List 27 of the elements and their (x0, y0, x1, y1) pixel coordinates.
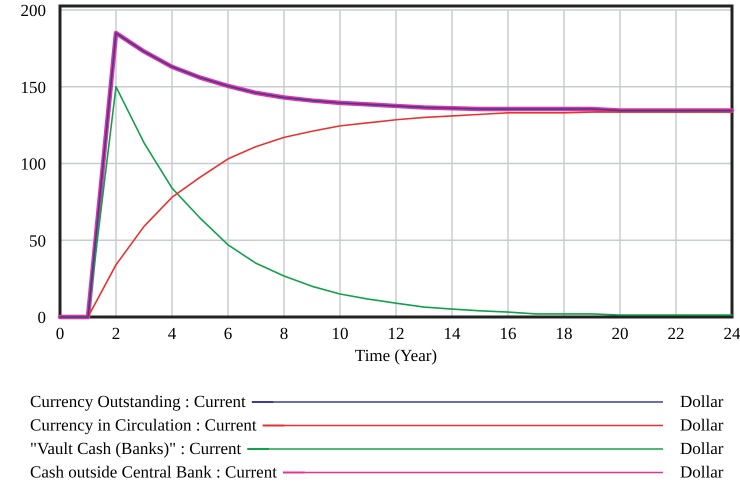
y-tick-label: 150 (20, 78, 46, 97)
text: Dollar (680, 392, 724, 411)
x-tick-label: 22 (668, 324, 684, 343)
x-tick-label: 0 (56, 324, 64, 343)
x-tick-label: 10 (332, 324, 348, 343)
x-tick-label: 8 (280, 324, 288, 343)
y-tick-label: 200 (20, 1, 46, 20)
text: Dollar (680, 462, 724, 482)
y-tick-label: 100 (20, 154, 46, 174)
legend-label: Cash outside Central Bank : Current (30, 462, 278, 482)
x-tick-label: 14 (444, 324, 461, 343)
legend-label: Currency Outstanding : Current (30, 392, 246, 411)
x-tick-label: 24 (724, 324, 740, 343)
x-axis-title: Time (Year) (354, 346, 438, 365)
x-tick-label: 6 (224, 324, 232, 343)
x-tick-label: 16 (500, 324, 516, 343)
text: Dollar (680, 416, 724, 434)
x-tick-label: 2 (112, 324, 120, 343)
x-tick-label: 20 (612, 324, 628, 343)
x-tick-label: 18 (556, 324, 572, 343)
x-tick-label: 4 (168, 324, 177, 343)
legend-label: Currency in Circulation : Current (30, 416, 257, 434)
legend-label: "Vault Cash (Banks)" : Current (30, 439, 242, 458)
x-tick-label: 12 (388, 324, 404, 343)
text: Dollar (680, 439, 724, 458)
y-tick-label: 0 (38, 308, 46, 327)
y-tick-label: 50 (29, 231, 46, 250)
